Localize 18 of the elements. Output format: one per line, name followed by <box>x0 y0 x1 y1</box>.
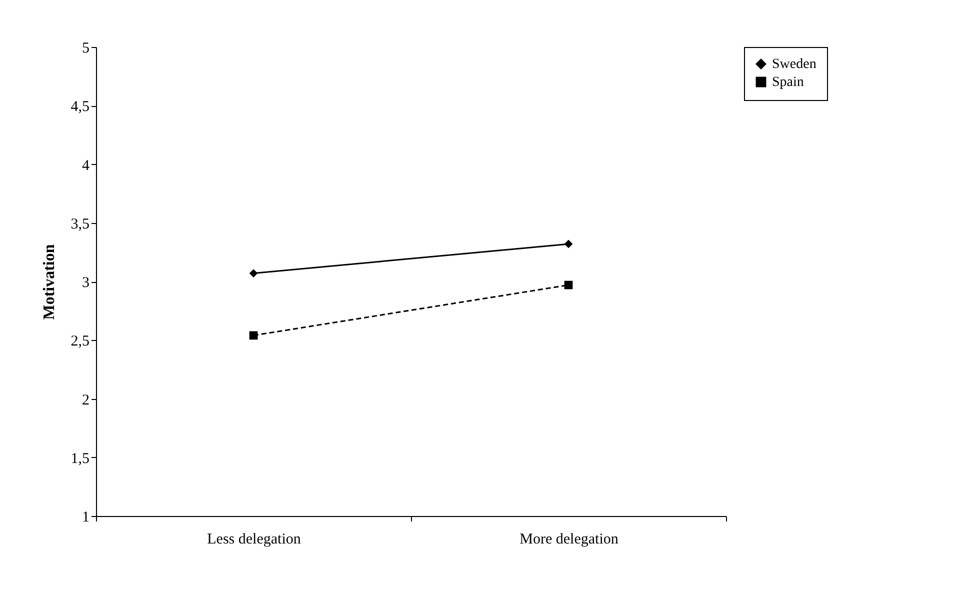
y-tick-label: 2,5 <box>70 334 90 350</box>
y-tick-label: 5 <box>82 40 90 56</box>
y-tick-label: 2 <box>82 392 90 408</box>
y-tick-label: 4,5 <box>70 99 90 116</box>
y-tick-label: 1 <box>82 510 90 526</box>
y-tick-label: 3 <box>82 275 90 291</box>
y-axis-title: Motivation <box>40 244 58 320</box>
point <box>249 331 258 340</box>
point <box>249 269 258 278</box>
legend-label: Spain <box>772 75 804 90</box>
x-tick-label: More delegation <box>520 532 619 548</box>
point <box>564 280 573 290</box>
y-tick-label: 4 <box>82 158 90 174</box>
legend-label: Sweden <box>772 57 816 72</box>
x-tick-label: Less delegation <box>207 532 302 548</box>
y-tick-label: 3,5 <box>70 216 90 232</box>
y-tick-label: 1,5 <box>70 450 90 467</box>
point <box>564 240 573 248</box>
